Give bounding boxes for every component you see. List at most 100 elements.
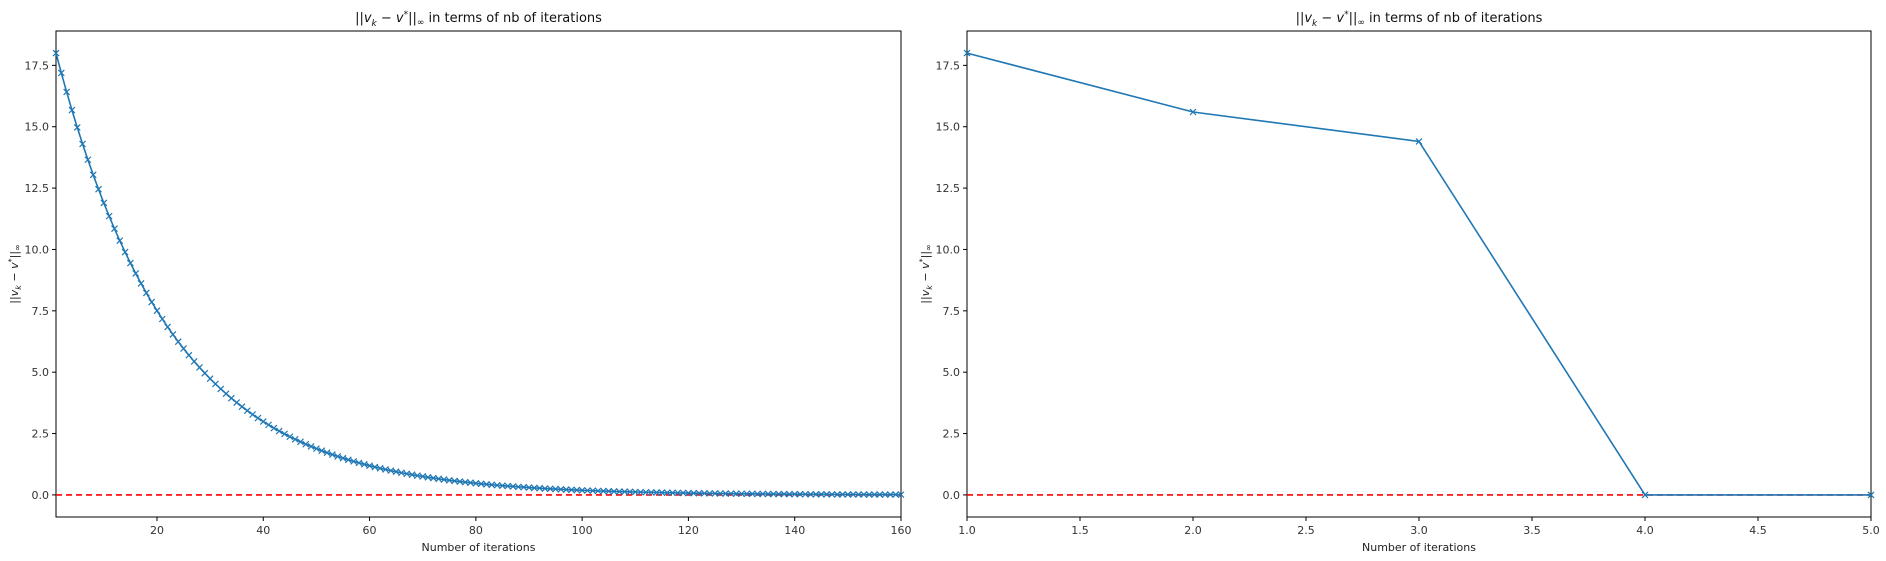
data-point-marker [281,430,288,438]
y-tick-label: 10.0 [936,243,961,256]
data-point-marker [764,490,772,498]
data-point-marker [105,212,113,220]
data-point-marker [833,490,841,498]
data-point-marker [116,237,124,245]
data-point-marker [892,491,900,499]
data-point-marker [371,463,379,471]
data-point-marker [536,484,544,492]
x-tick-label: 3.0 [1410,524,1428,537]
data-point-marker [562,486,570,494]
data-point-marker [153,307,161,315]
data-point-marker [344,456,352,464]
data-point-marker [647,488,655,496]
data-point-marker [376,464,384,472]
y-tick-label: 2.5 [32,428,50,441]
data-point-marker [419,473,427,480]
data-point-marker [89,171,97,179]
data-point-marker [111,225,118,233]
data-point-marker [684,489,692,497]
data-point-marker [504,482,512,490]
y-tick-label: 15.0 [25,121,50,134]
data-point-marker [435,475,443,483]
data-point-marker [881,491,889,498]
data-point-marker [312,445,320,453]
data-point-marker [318,447,326,455]
data-point-marker [865,491,873,498]
data-point-marker [552,485,559,493]
data-point-marker [743,490,751,498]
data-point-marker [259,418,267,425]
chart-title-2: ||vk − v*||∞ in terms of nb of iteration… [1296,10,1543,29]
data-point-marker [631,488,639,496]
x-tick-label: 2.0 [1184,524,1202,537]
y-tick-label: 5.0 [32,366,50,379]
data-point-marker [63,88,71,96]
data-point-marker [626,488,634,496]
data-point-marker [812,490,820,498]
data-point-marker [849,491,857,498]
y-tick-label: 12.5 [25,182,50,195]
data-point-marker [839,490,846,498]
data-point-marker [307,443,315,450]
data-point-marker [180,345,187,353]
data-point-marker [164,323,172,331]
data-point-marker [429,474,437,482]
data-point-marker [206,375,214,383]
y-tick-label: 15.0 [936,121,961,134]
data-point-marker [807,490,815,498]
data-point-marker [392,468,400,476]
x-tick-label: 2.5 [1297,524,1315,537]
data-point-marker [525,484,533,491]
y-axis-label: ||vk − v*||∞ [918,244,934,303]
plot-frame-1 [55,30,902,518]
data-point-marker [568,486,575,494]
data-point-marker [679,489,687,497]
data-point-marker [615,488,623,495]
data-point-marker [408,471,416,479]
data-point-marker [328,451,336,459]
data-point-marker [871,491,878,498]
data-point-marker [658,489,666,497]
data-point-marker [57,69,65,77]
x-tick-label: 3.5 [1523,524,1541,537]
data-point-marker [270,424,278,432]
data-point-marker [1189,108,1197,116]
chart-title-1: ||vk − v*||∞ in terms of nb of iteration… [355,10,602,29]
data-point-marker [212,380,219,388]
data-point-marker [791,490,799,498]
data-point-marker [759,490,767,498]
x-axis-label: Number of iterations [422,541,536,554]
data-point-marker [876,491,884,498]
data-point-marker [286,433,294,441]
data-point-marker [796,490,804,498]
data-point-marker [669,489,676,497]
data-point-marker [711,490,719,497]
data-point-marker [275,427,283,435]
x-tick-label: 80 [469,524,483,537]
data-point-marker [748,490,756,498]
data-point-marker [1867,491,1875,499]
data-point-marker [855,491,862,498]
data-point-marker [121,248,129,256]
x-tick-label: 1.0 [958,524,976,537]
data-point-marker [828,490,836,498]
x-tick-label: 4.0 [1636,524,1654,537]
y-tick-label: 17.5 [936,59,961,72]
data-point-marker [589,487,597,495]
x-tick-label: 100 [572,524,593,537]
data-point-marker [642,488,650,496]
data-point-marker [360,460,368,468]
data-point-marker [291,435,299,443]
data-point-marker [780,490,788,498]
data-point-marker [339,454,347,462]
data-point-marker [690,489,698,497]
data-point-marker [520,483,528,491]
data-point-marker [722,490,730,497]
data-point-marker [599,487,607,495]
data-point-marker [653,489,660,496]
data-point-marker [132,270,140,277]
data-point-marker [785,490,793,498]
data-point-marker [498,482,506,490]
data-point-marker [886,491,894,499]
data-point-marker [546,485,554,493]
